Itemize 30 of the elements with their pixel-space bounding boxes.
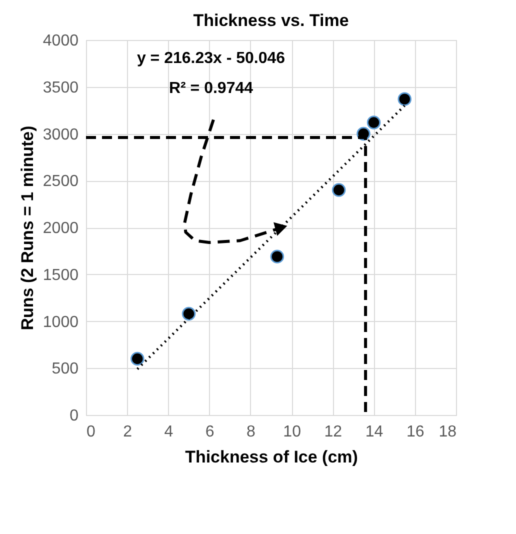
y-tick-label: 2500	[42, 173, 79, 190]
y-tick-label: 3500	[42, 79, 79, 96]
x-tick-label: 2	[123, 424, 132, 440]
chart-title: Thickness vs. Time	[193, 11, 349, 30]
x-tick-label: 6	[205, 424, 214, 440]
y-tick-label: 0	[70, 408, 79, 424]
x-tick-label: 0	[86, 424, 96, 440]
y-axis-title: Runs (2 Runs = 1 minute)	[18, 126, 37, 330]
x-tick-label: 16	[406, 424, 424, 440]
y-tick-label: 1500	[42, 266, 79, 284]
x-tick-label: 10	[283, 424, 302, 440]
y-tick-label: 500	[52, 360, 79, 378]
y-tick-label: 4000	[42, 32, 79, 50]
y-tick-label: 3000	[42, 126, 79, 144]
x-tick-label: 18	[438, 424, 457, 440]
point	[366, 116, 381, 130]
x-tick-label: 4	[164, 424, 174, 440]
annotation: R² = 0.9744	[168, 80, 254, 97]
y-tick-label: 2000	[42, 220, 79, 237]
x-tick-label: 14	[365, 424, 384, 440]
point	[182, 306, 196, 321]
annotation: y = 216.23x - 50.046	[136, 50, 286, 67]
x-tick-label: 8	[246, 424, 256, 440]
x-tick-label: 12	[324, 424, 342, 440]
point	[130, 352, 144, 366]
point	[332, 183, 346, 197]
point	[398, 92, 412, 106]
y-tick-label: 1000	[42, 314, 79, 331]
x-axis-title: Thickness of Ice (cm)	[185, 448, 358, 466]
point	[270, 250, 284, 264]
